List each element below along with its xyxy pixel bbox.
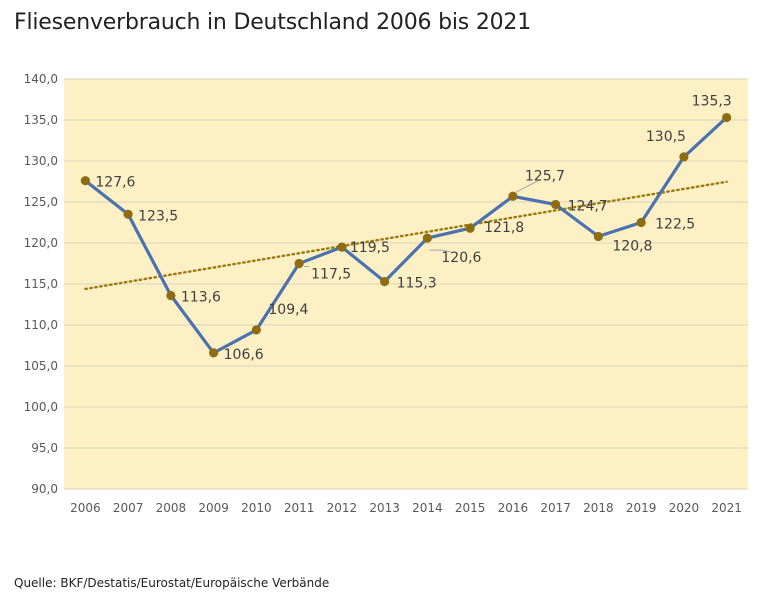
data-point [593,231,603,242]
data-point [380,276,390,287]
trendline [84,180,728,291]
x-tick-label: 2017 [540,501,571,515]
data-label: 123,5 [138,208,178,224]
data-point [508,191,518,201]
x-tick-label: 2014 [412,501,443,515]
data-labels: 127,6 123,5 113,6 106,6 109,4 117,5 119,5 115,3… [95,94,731,363]
series-line [83,115,729,355]
x-tick-label: 2010 [241,501,272,515]
data-label: 135,3 [692,94,732,110]
x-tick-label: 2006 [70,501,101,515]
data-point [551,199,561,210]
data-label: 121,8 [484,220,524,236]
data-label: 109,4 [268,302,308,318]
y-axis-tick-labels: 140,0 135,0 130,0 125,0 120,0 115,0 110,0 105,0… [24,72,58,496]
x-tick-label: 2019 [626,501,657,515]
data-point [80,176,90,186]
y-tick-label: 140,0 [24,72,58,86]
data-label: 124,7 [568,198,608,214]
label-leader-lines [304,179,540,267]
x-tick-label: 2016 [498,501,529,515]
y-tick-label: 115,0 [24,277,58,291]
x-tick-label: 2009 [198,501,229,515]
data-label: 117,5 [311,267,351,283]
x-axis-tick-labels: 2006 2007 2008 2009 2010 2011 2012 2013 2014 2015… [70,501,742,515]
y-tick-label: 90,0 [31,482,58,496]
y-tick-label: 125,0 [24,195,58,209]
y-tick-label: 95,0 [31,441,58,455]
data-point [465,223,475,233]
data-point [422,233,432,243]
x-tick-label: 2012 [327,501,358,515]
x-tick-label: 2021 [711,501,742,515]
data-point [123,209,133,219]
data-label: 106,6 [224,347,264,363]
data-label: 130,5 [646,129,686,145]
x-tick-label: 2013 [369,501,400,515]
leader-line [429,249,452,253]
data-label: 119,5 [350,240,390,256]
source-note: Quelle: BKF/Destatis/Eurostat/Europäisch… [14,576,330,590]
data-point [251,325,261,335]
data-label: 115,3 [397,276,437,292]
data-point [294,258,304,269]
x-tick-label: 2020 [669,501,700,515]
data-point [337,242,347,252]
data-label: 127,6 [95,175,135,191]
y-tick-label: 135,0 [24,113,58,127]
y-tick-label: 110,0 [24,318,58,332]
x-tick-label: 2015 [455,501,486,515]
leader-line [515,179,540,193]
chart-title: Fliesenverbrauch in Deutschland 2006 bis… [14,10,532,35]
x-tick-label: 2011 [284,501,315,515]
data-label: 120,8 [612,238,652,254]
data-point [722,112,732,123]
x-tick-label: 2018 [583,501,614,515]
data-label: 122,5 [655,217,695,233]
x-tick-label: 2008 [156,501,187,515]
data-point [209,348,219,358]
series-line-group [83,115,729,355]
data-label: 125,7 [525,168,565,184]
data-label: 120,6 [441,250,481,266]
y-tick-label: 100,0 [24,400,58,414]
y-tick-label: 130,0 [24,154,58,168]
data-point-markers [80,112,732,358]
data-point [166,290,176,301]
gridlines [64,78,748,490]
y-tick-label: 105,0 [24,359,58,373]
data-label: 113,6 [181,289,221,305]
data-point [636,217,646,228]
trendline-group [84,180,728,291]
y-tick-label: 120,0 [24,236,58,250]
data-point [679,152,689,162]
x-tick-label: 2007 [113,501,144,515]
